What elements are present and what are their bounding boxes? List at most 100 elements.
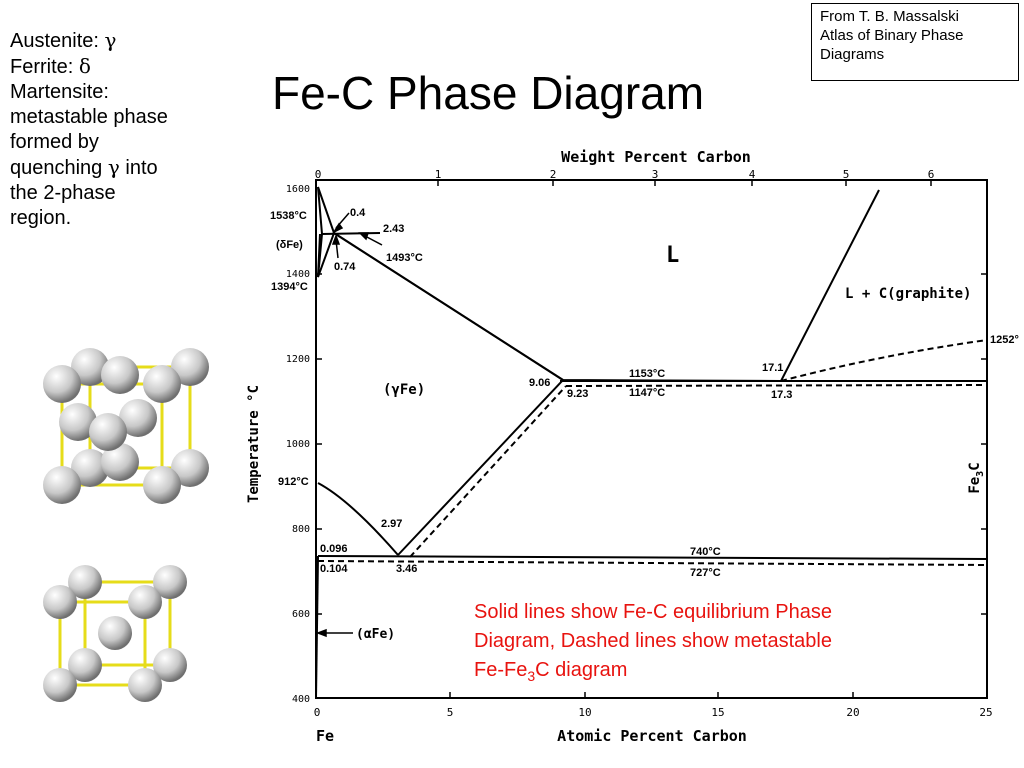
bottom-tick-5: 25 [979, 706, 992, 719]
label-dfe: (δFe) [276, 239, 303, 251]
label-gamma-fe: (γFe) [383, 382, 425, 398]
note-martensite-line-1: Martensite: [10, 81, 109, 103]
y-tick-800: 800 [292, 524, 310, 535]
annotation-arrows [315, 212, 383, 638]
y-axis-title: Temperature °C [246, 385, 262, 503]
fcc-lattice-image [43, 348, 209, 504]
label-1394: 1394°C [271, 281, 308, 293]
bottom-tick-3: 15 [711, 706, 724, 719]
phase-notes: Austenite: γ Ferrite: δ Martensite: meta… [10, 28, 225, 231]
label-173: 17.3 [771, 389, 792, 401]
label-l-graphite: L + C(graphite) [845, 286, 971, 302]
bottom-ticks: 0 5 10 15 20 25 [314, 706, 993, 719]
bottom-tick-2: 10 [578, 706, 591, 719]
right-fe3c-label: Fe3C [967, 462, 986, 493]
label-1153: 1153°C [629, 368, 665, 380]
top-tick-5: 5 [843, 168, 850, 181]
caption-tail: C diagram [535, 659, 628, 681]
label-04: 0.4 [350, 207, 366, 219]
y-tick-1600: 1600 [286, 184, 310, 195]
label-0104: 0.104 [320, 563, 348, 575]
label-0096: 0.096 [320, 543, 348, 555]
quench-symbol: γ [107, 155, 120, 179]
note-ferrite: Ferrite: δ [10, 54, 225, 80]
caption-fe: Fe-Fe [474, 659, 528, 681]
label-346: 3.46 [396, 563, 417, 575]
label-912: 912°C [278, 476, 309, 488]
label-1252: 1252° [990, 334, 1019, 346]
page-title: Fe-C Phase Diagram [272, 67, 705, 119]
label-074: 0.74 [334, 261, 356, 273]
note-ferrite-symbol: δ [78, 54, 91, 78]
source-line-1: From T. B. Massalski [820, 8, 959, 25]
label-1493: 1493°C [386, 252, 423, 264]
top-ticks: 0 1 2 3 4 5 6 [315, 168, 935, 181]
a3-line [317, 482, 399, 556]
metastable-acm [409, 385, 567, 558]
top-tick-6: 6 [928, 168, 935, 181]
note-austenite-label: Austenite: [10, 30, 99, 52]
quench-prefix: quenching [10, 157, 108, 179]
solidus [333, 232, 564, 381]
metastable-eutectic [565, 384, 988, 387]
label-727: 727°C [690, 567, 721, 579]
note-austenite-symbol: γ [104, 28, 117, 52]
label-906: 9.06 [529, 377, 550, 389]
metastable-eutectoid [317, 560, 988, 566]
note-martensite-line-4: quenching γ into [10, 155, 225, 181]
bcc-lattice-image [43, 565, 187, 702]
top-tick-2: 2 [550, 168, 557, 181]
graphite-liquidus [780, 339, 988, 382]
top-axis-title: Weight Percent Carbon [561, 148, 751, 166]
peritectic-line [321, 232, 381, 235]
label-171: 17.1 [762, 362, 783, 374]
y-tick-1000: 1000 [286, 439, 310, 450]
y-tick-600: 600 [292, 609, 310, 620]
label-923: 9.23 [567, 388, 588, 400]
label-alpha-fe: (αFe) [356, 627, 395, 642]
alpha-boundary [315, 555, 319, 699]
caption-line-3: Fe-Fe3C diagram [474, 656, 964, 691]
label-liquid: L [666, 243, 679, 268]
y-tick-1400: 1400 [286, 269, 310, 280]
label-1147: 1147°C [629, 387, 665, 399]
note-martensite-line-6: region. [10, 207, 72, 229]
fe3c-main: Fe [967, 477, 983, 494]
top-tick-0: 0 [315, 168, 322, 181]
acm-line [397, 379, 564, 556]
top-tick-1: 1 [435, 168, 442, 181]
caption-line-1: Solid lines show Fe-C equilibrium Phase [474, 601, 832, 623]
bottom-tick-0: 0 [314, 706, 321, 719]
diagram-labels: 1538°C 0.4 2.43 (δFe) 0.74 1493°C 1394°C… [270, 207, 1019, 642]
delta-gamma [317, 232, 335, 278]
bottom-left-label: Fe [316, 727, 334, 745]
note-martensite-line-5: the 2-phase [10, 182, 116, 204]
caption-line-2: Diagram, Dashed lines show metastable [474, 630, 832, 652]
y-tick-1200: 1200 [286, 354, 310, 365]
quench-suffix: into [119, 157, 158, 179]
fe3c-sub: 3 [975, 471, 986, 477]
fe3c-tail: C [967, 462, 983, 470]
caption-note: Solid lines show Fe-C equilibrium Phase … [474, 598, 964, 691]
y-ticks: 1600 1400 1200 1000 800 600 400 [286, 184, 310, 705]
top-tick-4: 4 [749, 168, 756, 181]
caption-sub: 3 [527, 668, 536, 684]
note-ferrite-label: Ferrite: [10, 56, 74, 78]
source-line-3: Diagrams [820, 46, 885, 63]
note-martensite-line-3: formed by [10, 131, 99, 153]
note-austenite: Austenite: γ [10, 28, 225, 54]
label-243: 2.43 [383, 223, 404, 235]
bottom-tick-1: 5 [447, 706, 454, 719]
metastable-lines [317, 339, 988, 566]
liquidus-left [317, 186, 880, 383]
eutectoid-line [317, 555, 988, 560]
label-1538: 1538°C [270, 210, 307, 222]
delta-boundary [317, 186, 324, 278]
svg-text:Fe3C: Fe3C [967, 462, 986, 493]
source-box: From T. B. Massalski Atlas of Binary Pha… [811, 3, 1019, 81]
label-740: 740°C [690, 546, 721, 558]
note-martensite-line-2: metastable phase [10, 106, 168, 128]
bottom-tick-4: 20 [846, 706, 859, 719]
bcc-atoms [43, 565, 187, 702]
